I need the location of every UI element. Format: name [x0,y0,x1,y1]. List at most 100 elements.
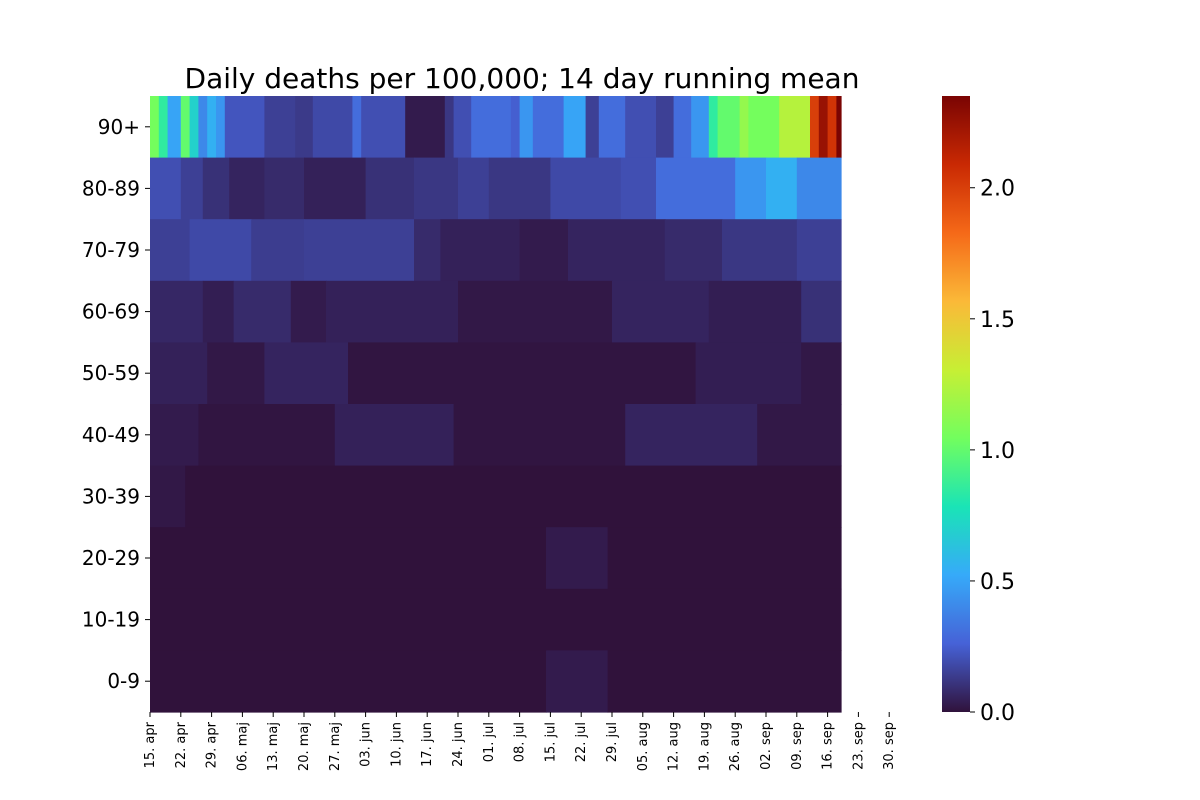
heatmap-cell [563,96,587,159]
colorbar-tick-label: 1.5 [980,308,1015,333]
colorbar-tick-label: 1.0 [980,439,1015,464]
heatmap-cell [352,96,362,159]
heatmap-cell [779,96,811,159]
heatmap-cell [656,157,736,220]
heatmap-cell [607,650,842,713]
chart-title: Daily deaths per 100,000; 14 day running… [185,62,860,95]
heatmap-cell [207,96,217,159]
heatmap-cell [150,342,208,405]
row-label: 80-89 [82,176,140,200]
heatmap-cell [695,342,802,405]
x-tick-label: 10. jun [389,722,404,767]
heatmap-cell [471,96,512,159]
heatmap-cell [717,96,741,159]
heatmap-cell [180,157,204,220]
heatmap-cell [361,96,406,159]
x-tick-label: 20. maj [297,722,312,771]
x-tick-label: 02. sep [759,722,774,770]
x-tick-label: 15. jul [543,722,558,762]
heatmap-cell [150,96,160,159]
x-tick-label: 13. maj [266,722,281,771]
heatmap-cell [748,96,780,159]
x-tick-label: 12. aug [667,722,682,771]
x-tick-label: 16. sep [821,722,836,770]
heatmap-cell [458,157,490,220]
heatmap-cell [673,96,692,159]
heatmap-cell [185,465,842,528]
heatmap-cell [550,157,622,220]
row-label: 0-9 [107,669,140,693]
heatmap-cell [264,96,296,159]
heatmap-cell [801,280,842,343]
heatmap-cell [607,527,842,590]
heatmap-cell [585,96,600,159]
heatmap-cell [519,219,569,282]
heatmap-cell [532,96,565,159]
heatmap-cell [612,280,710,343]
heatmap-cell [796,157,842,220]
heatmap-cell [167,96,182,159]
x-axis-ticks: 15. apr 22. apr 29. apr 06. maj 13. maj 20. m… [143,712,897,771]
heatmap-cell [290,280,327,343]
heatmap-cell [295,96,314,159]
colorbar [942,96,970,712]
row-label: 60-69 [82,300,140,324]
heatmap-cell [414,157,459,220]
heatmap-cell [150,588,842,651]
heatmap-cell [150,527,547,590]
heatmap-cell [757,404,842,467]
heatmap-cell [150,650,547,713]
heatmap-cell [304,219,415,282]
heatmap-cell [189,219,252,282]
x-tick-label: 23. sep [851,722,866,770]
heatmap-cell [150,219,191,282]
heatmap-cells [150,96,842,713]
heatmap-cell [207,342,265,405]
x-tick-label: 27. maj [328,722,343,771]
heatmap-cell [546,527,609,590]
row-label: 40-49 [82,423,140,447]
heatmap-cell [233,280,292,343]
heatmap-cell [722,219,798,282]
colorbar-ticks: 0.0 0.5 1.0 1.5 2.0 [970,177,1015,726]
x-tick-label: 26. aug [728,722,743,771]
heatmap-cell [180,96,191,159]
x-tick-label: 09. sep [790,722,805,770]
heatmap-cell [810,96,820,159]
heatmap-cell [304,157,367,220]
heatmap-cell [488,157,551,220]
colorbar-tick-label: 2.0 [980,177,1015,202]
heatmap-cell [453,96,472,159]
heatmap-cell [664,219,723,282]
heatmap-cell [568,219,666,282]
row-label: 50-59 [82,361,140,385]
x-tick-label: 24. jun [451,722,466,767]
x-tick-label: 19. aug [697,722,712,771]
heatmap-cell [818,96,829,159]
row-labels: 90+ 80-89 70-79 60-69 50-59 40-49 30-39 20-29 10… [82,115,150,693]
heatmap-cell [405,96,446,159]
row-label: 70-79 [82,238,140,262]
heatmap-cell [453,404,626,467]
heatmap-cell [739,96,749,159]
x-tick-label: 22. jul [574,722,589,762]
row-label: 90+ [98,115,140,139]
x-tick-label: 06. maj [235,722,250,771]
heatmap-cell [735,157,767,220]
heatmap-cell [546,650,609,713]
x-tick-label: 05. aug [636,722,651,771]
heatmap-cell [625,404,758,467]
x-tick-label: 29. jul [605,722,620,762]
heatmap-cell [264,157,305,220]
heatmap-cell [348,342,697,405]
heatmap-cell [598,96,626,159]
heatmap-cell [519,96,534,159]
heatmap-cell [202,157,230,220]
heatmap-cell [264,342,349,405]
heatmap-cell [458,280,613,343]
heatmap-cell [312,96,353,159]
heatmap-cell [198,96,208,159]
heatmap-cell [150,465,186,528]
x-tick-label: 29. apr [205,721,220,768]
row-label: 10-19 [82,608,140,632]
